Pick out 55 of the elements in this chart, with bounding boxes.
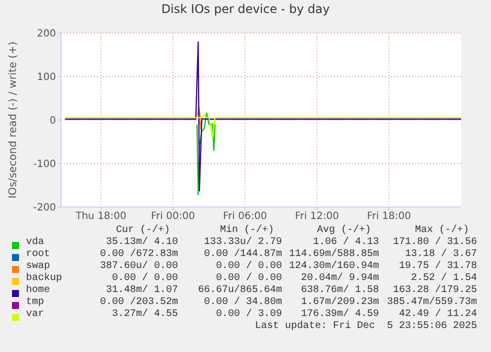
legend-label: swap: [26, 261, 50, 272]
text: 176.39m/ 4.59: [300, 309, 379, 320]
text: Min (-/+): [220, 225, 274, 236]
text: 0.00 /203.52m: [100, 297, 178, 308]
text: 0.00 / 0.00: [216, 261, 282, 272]
y-tick-label: 100: [36, 72, 56, 84]
legend-label: root: [26, 249, 50, 260]
line-series: [64, 114, 461, 139]
text: 1.67m/209.23m: [300, 297, 379, 308]
y-tick-label: -200: [33, 202, 56, 214]
legend-label: backup: [26, 273, 62, 284]
text: 66.67u/865.64m: [198, 285, 282, 296]
x-tick-label: Fri 18:00: [367, 211, 411, 222]
line-series: [196, 112, 216, 196]
legend-label: var: [26, 309, 44, 320]
x-tick-label: Fri 00:00: [151, 211, 195, 222]
text: 0.00 / 0.00: [112, 273, 178, 284]
text: 2.52 / 1.54: [410, 273, 477, 284]
text: Avg (-/+): [316, 225, 371, 236]
y-axis-title: IOs/second read (-) / write (+): [7, 41, 19, 199]
text: 114.69m/588.85m: [288, 249, 379, 260]
y-tick-label: -100: [33, 159, 56, 170]
text: 3.27m/ 4.55: [112, 309, 178, 320]
text: 638.76m/ 1.58: [300, 285, 379, 296]
text: 133.33u/ 2.79: [204, 237, 282, 248]
text: Cur (-/+): [116, 225, 170, 236]
y-tick-label: 200: [36, 28, 56, 40]
text: 387.60u/ 0.00: [100, 261, 178, 272]
text: 20.04m/ 9.94m: [300, 273, 379, 284]
text: 124.30m/160.94m: [288, 261, 379, 272]
text: 13.18 / 3.67: [404, 249, 477, 260]
text: 19.75 / 31.78: [398, 261, 477, 272]
x-tick-label: Fri 12:00: [295, 211, 339, 222]
text: 171.80 / 31.56: [392, 237, 477, 248]
text: 163.28 /179.25: [392, 285, 477, 296]
text: 0.00 / 0.00: [216, 273, 282, 284]
x-tick-label: Fri 06:00: [223, 211, 267, 222]
chart-title: Disk IOs per device - by day: [160, 2, 331, 16]
legend-label: tmp: [26, 297, 44, 308]
legend-label: vda: [26, 237, 44, 248]
text: 0.00 / 34.80m: [204, 297, 282, 308]
text: 385.47m/559.73m: [386, 297, 477, 308]
text: 0.00 /144.87m: [204, 249, 282, 260]
text: 42.49 / 11.24: [398, 309, 477, 320]
text: Max (-/+): [414, 225, 469, 236]
text: 35.13m/ 4.10: [106, 237, 178, 248]
legend-label: home: [26, 285, 50, 296]
text: 0.00 / 3.09: [216, 309, 282, 320]
y-tick-label: 0: [50, 116, 56, 127]
line-series: [64, 42, 461, 192]
text: 31.48m/ 1.07: [106, 285, 178, 296]
text: Last update: Fri Dec 5 23:55:06 2025: [254, 321, 477, 332]
text: 1.06 / 4.13: [312, 237, 379, 248]
text: 0.00 /672.83m: [100, 249, 178, 260]
x-tick-label: Thu 18:00: [74, 211, 126, 222]
